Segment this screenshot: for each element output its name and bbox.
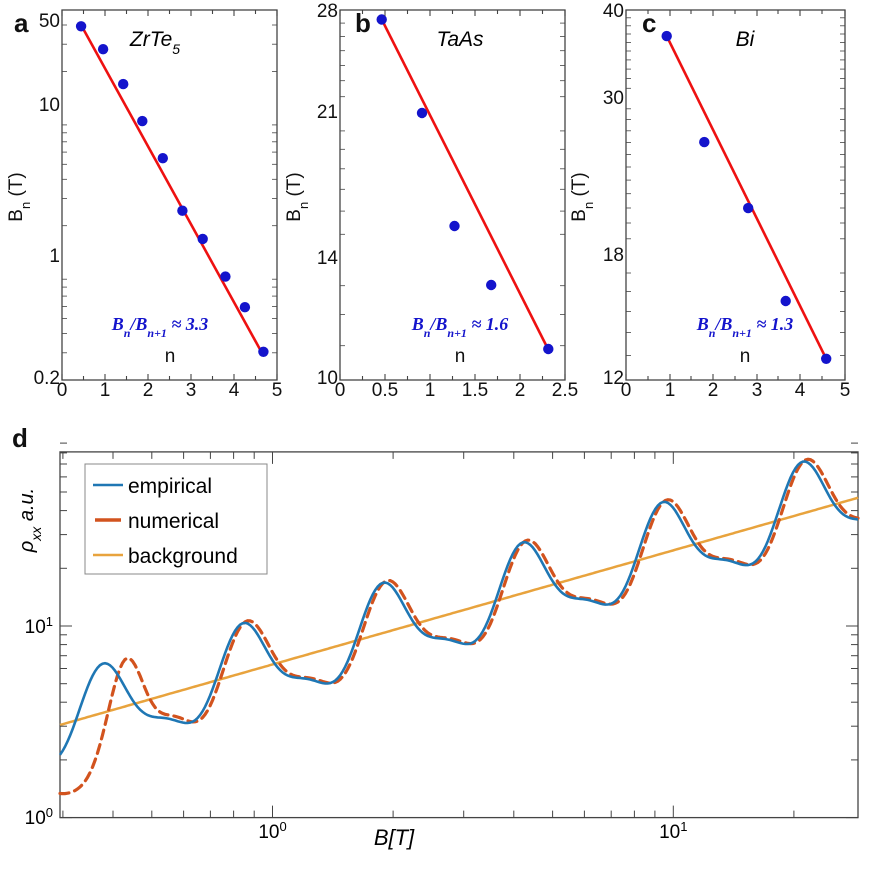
svg-text:n: n — [740, 346, 751, 367]
svg-text:18: 18 — [603, 245, 624, 266]
svg-text:14: 14 — [317, 248, 339, 269]
svg-text:1.5: 1.5 — [462, 380, 488, 401]
svg-text:Bi: Bi — [736, 28, 756, 51]
svg-text:4: 4 — [795, 380, 806, 401]
svg-text:2: 2 — [515, 380, 526, 401]
svg-text:c: c — [642, 8, 656, 38]
svg-text:B[T]: B[T] — [374, 825, 415, 850]
svg-text:a: a — [14, 8, 29, 38]
svg-text:1: 1 — [49, 246, 60, 267]
svg-text:b: b — [355, 8, 371, 38]
svg-text:1: 1 — [100, 380, 111, 401]
svg-text:50: 50 — [39, 11, 60, 32]
svg-text:n: n — [455, 346, 466, 367]
svg-text:1: 1 — [665, 380, 676, 401]
svg-text:0.2: 0.2 — [34, 368, 60, 389]
svg-text:empirical: empirical — [128, 475, 212, 498]
svg-text:21: 21 — [317, 102, 338, 123]
svg-text:30: 30 — [603, 88, 624, 109]
svg-text:d: d — [12, 423, 28, 453]
svg-text:40: 40 — [603, 1, 624, 22]
svg-text:1: 1 — [425, 380, 436, 401]
svg-text:28: 28 — [317, 1, 338, 22]
svg-text:10: 10 — [39, 95, 60, 116]
svg-text:5: 5 — [840, 380, 851, 401]
svg-text:0.5: 0.5 — [372, 380, 398, 401]
svg-text:4: 4 — [229, 380, 240, 401]
svg-text:5: 5 — [272, 380, 283, 401]
svg-text:2: 2 — [708, 380, 719, 401]
svg-text:3: 3 — [186, 380, 197, 401]
svg-text:12: 12 — [603, 368, 624, 389]
svg-text:background: background — [128, 545, 238, 568]
svg-text:TaAs: TaAs — [436, 28, 484, 51]
svg-text:10: 10 — [317, 368, 338, 389]
svg-text:numerical: numerical — [128, 510, 219, 533]
svg-text:3: 3 — [752, 380, 763, 401]
svg-text:2.5: 2.5 — [552, 380, 578, 401]
svg-text:n: n — [165, 346, 176, 367]
svg-text:2: 2 — [143, 380, 154, 401]
